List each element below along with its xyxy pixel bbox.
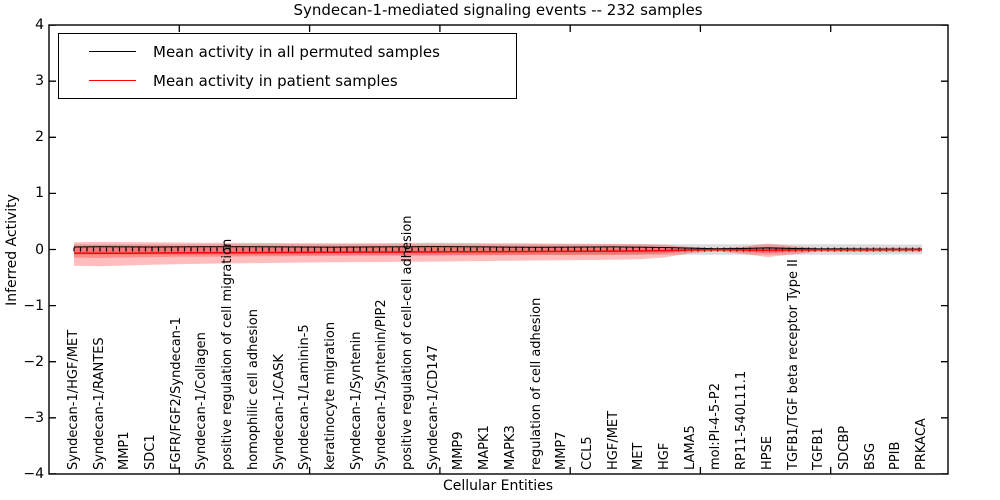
x-tick-label: SDCBP [836, 425, 852, 470]
x-tick-label: SDC1 [143, 434, 159, 470]
x-tick-label: HGF [657, 442, 673, 470]
x-tick-label: LAMA5 [682, 425, 698, 470]
x-tick-label: TGFB1 [811, 427, 827, 470]
x-tick-label: keratinocyte migration [322, 321, 338, 470]
x-tick-label: Syndecan-1/HGF/MET [66, 329, 81, 470]
x-tick-label: BSG [862, 442, 878, 470]
x-tick-label: regulation of cell adhesion [528, 297, 544, 470]
x-tick-label: MMP9 [451, 431, 467, 470]
x-tick-label: MAPK3 [502, 425, 518, 470]
legend-item-permuted: Mean activity in all permuted samples [59, 38, 516, 66]
patient-samples-range-outer-band [74, 241, 922, 267]
y-tick-label: −1 [23, 297, 44, 314]
y-tick-label: −2 [23, 353, 44, 370]
y-tick-label: 2 [35, 129, 44, 146]
chart-title: Syndecan-1-mediated signaling events -- … [293, 1, 703, 19]
x-axis-label: Cellular Entities [442, 478, 554, 494]
x-tick-label: Syndecan-1/CASK [271, 354, 287, 470]
x-tick-label: CCL5 [579, 436, 595, 470]
x-tick-label: HGF/MET [605, 410, 621, 470]
x-tick-label: RP11-540L11.1 [734, 370, 750, 470]
legend-line-sample-red [89, 80, 136, 81]
y-axis-label: Inferred Activity [4, 194, 20, 306]
legend-line-sample-black [89, 51, 136, 52]
x-tick-label: mol:PI-4-5-P2 [708, 382, 724, 470]
legend: Mean activity in all permuted samples Me… [58, 33, 517, 99]
x-tick-label: MAPK1 [477, 425, 493, 470]
x-tick-label: TGFB1/TGF beta receptor Type II [785, 259, 801, 470]
x-tick-label: Syndecan-1/Collagen [194, 332, 210, 470]
x-tick-label: Syndecan-1/RANTES [91, 337, 107, 470]
permuted-mean-line [73, 246, 922, 250]
x-tick-label: PPIB [888, 441, 904, 470]
y-tick-label: 1 [35, 185, 44, 202]
y-tick-label: −3 [23, 409, 44, 426]
x-tick-label: HPSE [759, 435, 775, 470]
x-tick-label: positive regulation of cell-cell adhesio… [400, 215, 416, 470]
y-tick-label: 0 [35, 241, 44, 258]
y-tick-label: 3 [35, 73, 44, 90]
legend-label: Mean activity in all permuted samples [153, 42, 440, 61]
x-tick-label: PRKACA [914, 418, 929, 470]
y-tick-label: 4 [35, 17, 44, 34]
x-tick-label: homophilic cell adhesion [245, 309, 261, 470]
x-tick-label: Syndecan-1/Syntenin/PIP2 [374, 299, 390, 470]
x-tick-label: MET [631, 442, 647, 470]
x-tick-label: Syndecan-1/CD147 [425, 344, 441, 470]
x-tick-label: MMP1 [117, 431, 133, 470]
legend-item-patient: Mean activity in patient samples [59, 67, 516, 95]
x-tick-label: positive regulation of cell migration [220, 238, 236, 470]
legend-label: Mean activity in patient samples [153, 71, 398, 90]
x-tick-label: FGFR/FGF2/Syndecan-1 [168, 317, 184, 470]
y-tick-label: −4 [23, 465, 44, 482]
x-tick-label: Syndecan-1/Syntenin [348, 331, 364, 471]
x-tick-label: MMP7 [554, 431, 570, 470]
x-tick-label: Syndecan-1/Laminin-5 [297, 324, 313, 470]
patient-mean-line [73, 248, 922, 255]
